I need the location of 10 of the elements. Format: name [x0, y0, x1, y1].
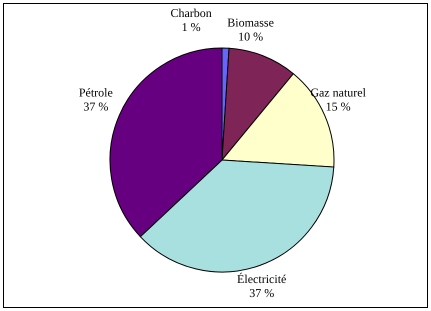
data-label: 15 % — [326, 100, 351, 114]
data-label: 10 % — [238, 29, 264, 44]
slice-label: Électricité — [237, 272, 286, 286]
slice-label: Gaz naturel — [310, 86, 367, 100]
data-label: 1 % — [182, 20, 201, 34]
slice-label: Biomasse — [227, 15, 274, 30]
data-label: 37 % — [83, 100, 108, 114]
slice-label: Pétrole — [78, 86, 113, 100]
slice-label: Charbon — [170, 6, 212, 20]
data-label: 37 % — [249, 286, 274, 300]
